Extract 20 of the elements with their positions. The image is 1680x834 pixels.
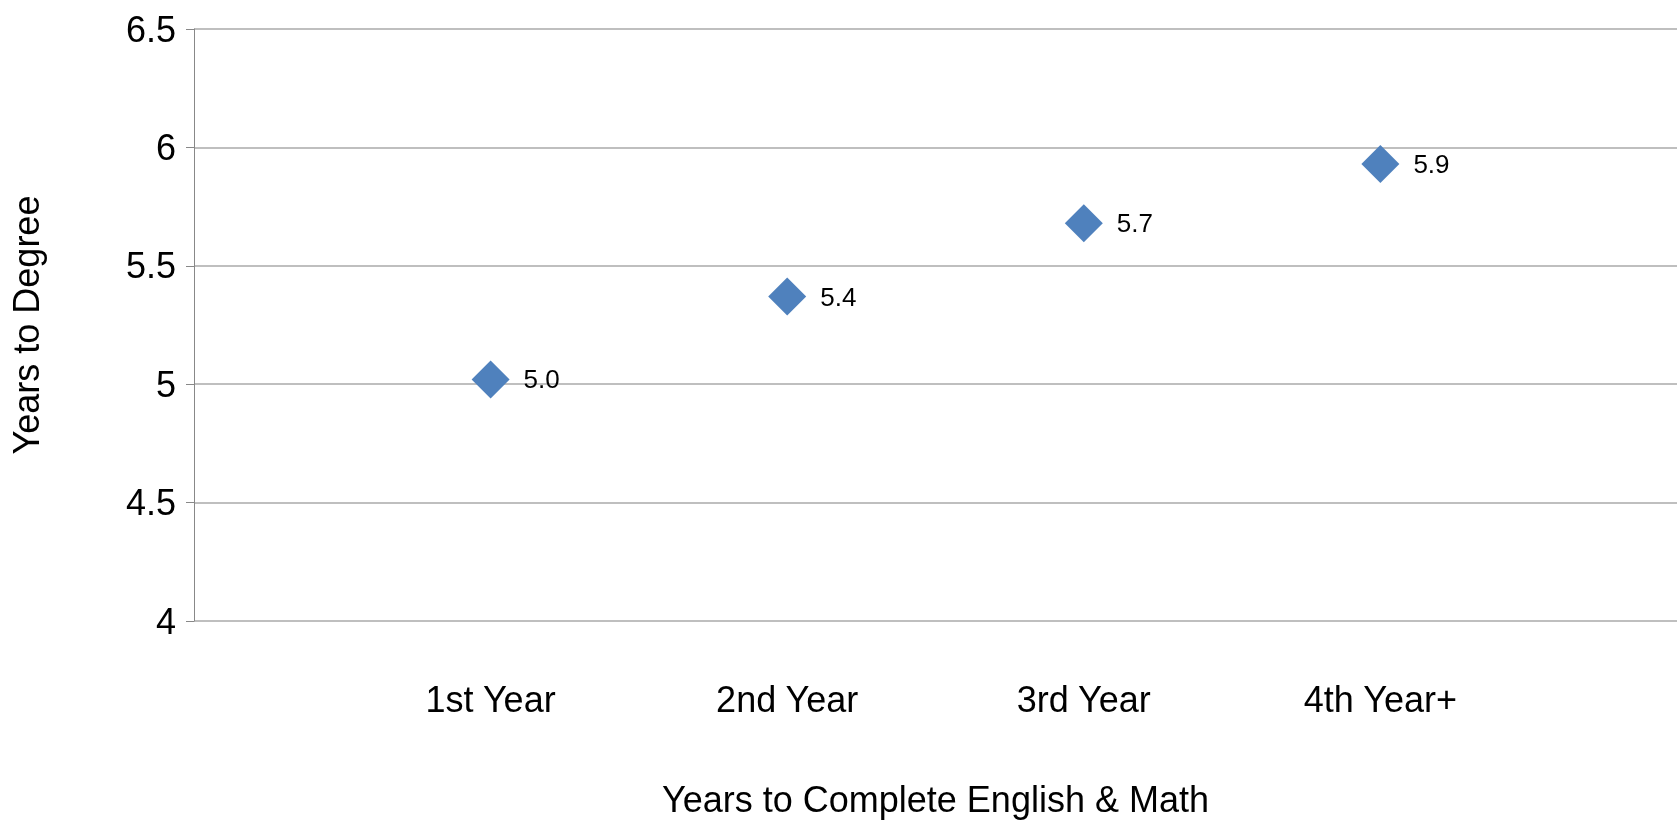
- point: [768, 277, 807, 316]
- y-tick-label: 6.5: [125, 8, 176, 50]
- data-label: 5.7: [1116, 208, 1153, 239]
- point: [471, 360, 510, 399]
- x-tick-label: 3rd Year: [1016, 678, 1151, 720]
- x-tick-label: 2nd Year: [716, 678, 859, 720]
- y-tick-label: 5.5: [125, 245, 176, 287]
- y-tick-label: 6: [155, 126, 176, 168]
- y-tick-label: 4: [155, 600, 176, 642]
- data-label: 5.4: [820, 281, 857, 312]
- y-tick-label: 4.5: [125, 482, 176, 524]
- x-tick-label: 4th Year+: [1303, 678, 1457, 720]
- x-tick-label: 1st Year: [425, 678, 556, 720]
- data-label: 5.0: [523, 364, 560, 395]
- data-label: 5.9: [1413, 148, 1450, 179]
- x-axis-title: Years to Complete English & Math: [662, 778, 1209, 820]
- y-tick-label: 5: [155, 363, 176, 405]
- point: [1064, 204, 1103, 243]
- y-axis-title: Years to Degree: [5, 195, 47, 455]
- point: [1361, 144, 1400, 183]
